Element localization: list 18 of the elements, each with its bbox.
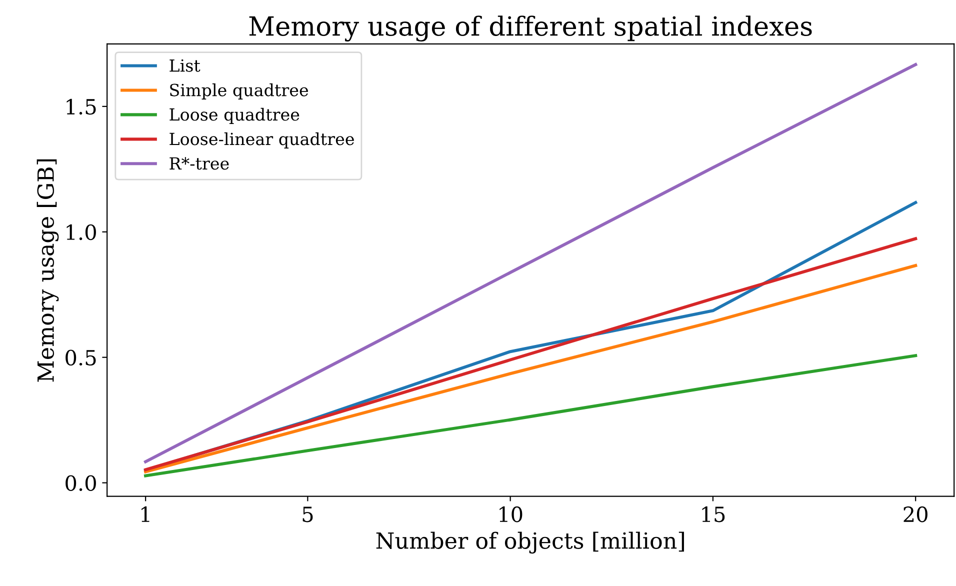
x-tick-label: 1 xyxy=(141,506,150,522)
x-tick-label: 5 xyxy=(302,506,313,522)
x-tick-label: 20 xyxy=(904,506,928,522)
legend-label: Simple quadtree xyxy=(170,83,308,100)
legend-label: List xyxy=(170,59,200,72)
y-tick-label: 0.0 xyxy=(66,475,96,492)
x-tick-label: 15 xyxy=(702,506,725,522)
y-axis-title: Memory usage [GB] xyxy=(36,159,59,382)
x-axis-title: Number of objects [million] xyxy=(376,532,684,554)
x-tick-label: 10 xyxy=(500,506,522,522)
y-tick-label: 1.0 xyxy=(66,224,96,240)
line-series xyxy=(144,354,918,478)
chart-title: Memory usage of different spatial indexes xyxy=(249,16,812,42)
legend-label: Loose-linear quadtree xyxy=(170,132,354,148)
legend-label: Loose quadtree xyxy=(170,108,300,124)
y-tick-label: 1.5 xyxy=(66,98,96,115)
y-tick-label: 0.5 xyxy=(66,350,96,366)
legend-label: R*-tree xyxy=(170,157,229,170)
